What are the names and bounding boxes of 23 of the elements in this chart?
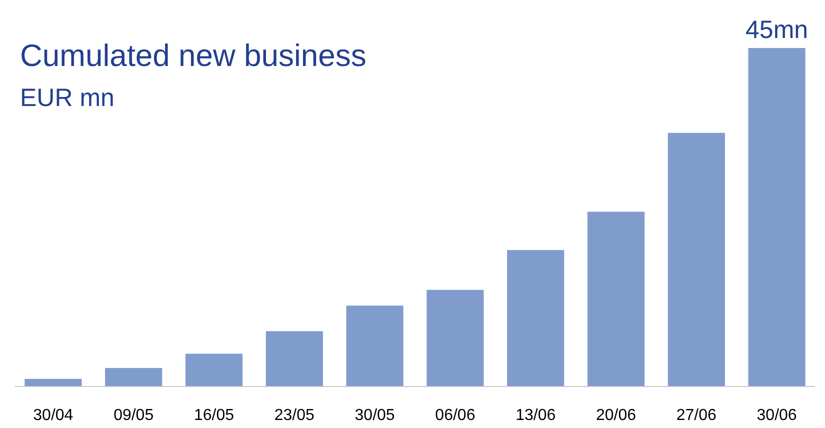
bar [748, 48, 806, 386]
bar [426, 290, 484, 386]
x-tick-label: 13/06 [516, 407, 556, 424]
x-tick-label: 30/06 [756, 407, 797, 424]
x-tick-label: 30/04 [33, 407, 74, 424]
x-tick-label: 16/05 [194, 407, 234, 424]
x-tick-label: 27/06 [676, 407, 717, 424]
x-tick-label: 30/05 [354, 407, 395, 424]
bar [185, 354, 243, 386]
bar [587, 212, 645, 386]
text: EUR mn [20, 84, 114, 112]
bar [105, 368, 162, 386]
bar [266, 331, 323, 386]
bar [24, 378, 82, 386]
x-tick-label: 06/06 [435, 407, 476, 424]
x-tick-label: 20/06 [596, 407, 636, 424]
chart-title: Cumulated new business [20, 38, 366, 73]
data-label: 45mn [746, 16, 808, 44]
x-tick-label: 23/05 [274, 407, 315, 424]
bar [507, 250, 564, 386]
x-tick-label: 09/05 [114, 407, 154, 424]
bar [346, 306, 404, 386]
bar [668, 132, 725, 386]
